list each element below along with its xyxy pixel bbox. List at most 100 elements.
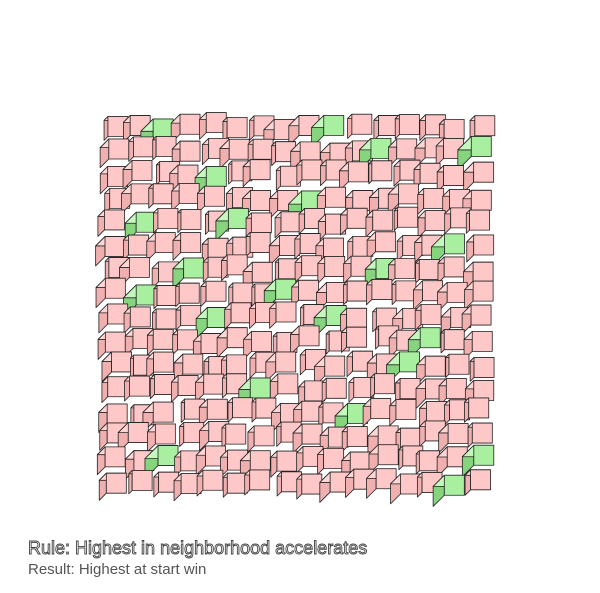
block [216,327,248,359]
block [247,138,274,165]
block [242,159,271,188]
block-face [275,351,297,373]
block-face [128,257,150,278]
block [437,281,468,313]
highest-block-face [183,257,205,279]
block-face [104,236,126,257]
block-face [202,469,224,491]
block [465,209,490,234]
block [175,282,200,308]
block-face [372,209,394,231]
block-face [133,136,154,158]
block [101,351,132,382]
block [95,277,126,308]
block-face [249,450,271,472]
block [463,397,490,423]
block-face [371,160,393,182]
block-face [131,470,153,491]
block-face [232,397,254,419]
block-face [279,165,301,187]
block [97,331,126,360]
block-face [323,448,345,469]
block [224,302,252,330]
block-face [205,280,227,302]
block [343,280,368,306]
block [99,138,130,169]
block [98,403,128,433]
block [417,210,446,239]
block [368,160,393,185]
block [219,138,250,169]
block [173,353,204,384]
block-face [206,398,228,420]
block [149,374,175,400]
block-face [131,160,153,181]
block [244,469,271,496]
block [196,469,224,497]
block-face [298,279,319,301]
block-face [152,401,174,423]
block-face [226,472,248,494]
block-face [130,183,152,205]
block [398,445,424,471]
highest-block [195,307,228,340]
block-face [346,426,368,448]
highest-block-face [152,118,174,140]
block [101,376,129,404]
block [469,357,495,382]
block-face [127,422,149,443]
block-face [351,113,373,135]
block-face [398,183,419,205]
block [243,331,272,360]
block [415,450,440,475]
block [103,116,129,141]
block [391,280,417,306]
block [413,162,441,190]
block [175,304,202,331]
block-face [275,301,297,323]
block [416,472,443,498]
block-face [396,138,418,160]
block [436,446,468,478]
block-face [346,307,368,329]
block [97,209,125,237]
block [170,113,201,144]
block-face [377,444,399,466]
block-face [249,159,271,181]
block [436,165,464,193]
block [251,397,277,423]
block-face [232,282,254,304]
block [274,211,302,239]
highest-block-face [444,233,465,255]
block-face [374,373,396,395]
block [415,259,440,284]
highest-block-face [323,114,345,136]
block [464,469,491,496]
block-face [377,425,399,447]
highest-block-face [419,327,441,349]
block [317,256,346,284]
block-face [448,353,470,375]
block-face [226,354,248,376]
block [466,234,495,263]
block [321,377,347,403]
block [119,257,150,288]
block [221,254,248,281]
block-face [301,473,323,495]
block-face [395,280,417,302]
block-face [304,380,326,402]
block [199,112,227,140]
block [367,425,399,457]
block-face [353,377,375,398]
block-face [469,209,490,231]
block [467,422,493,448]
highest-block-face [473,444,495,466]
block [95,236,126,267]
block-face [104,446,126,468]
block-face [128,234,149,256]
block [461,304,492,335]
block [179,422,205,447]
block [370,373,396,399]
block [177,209,202,234]
block-face [470,469,491,491]
